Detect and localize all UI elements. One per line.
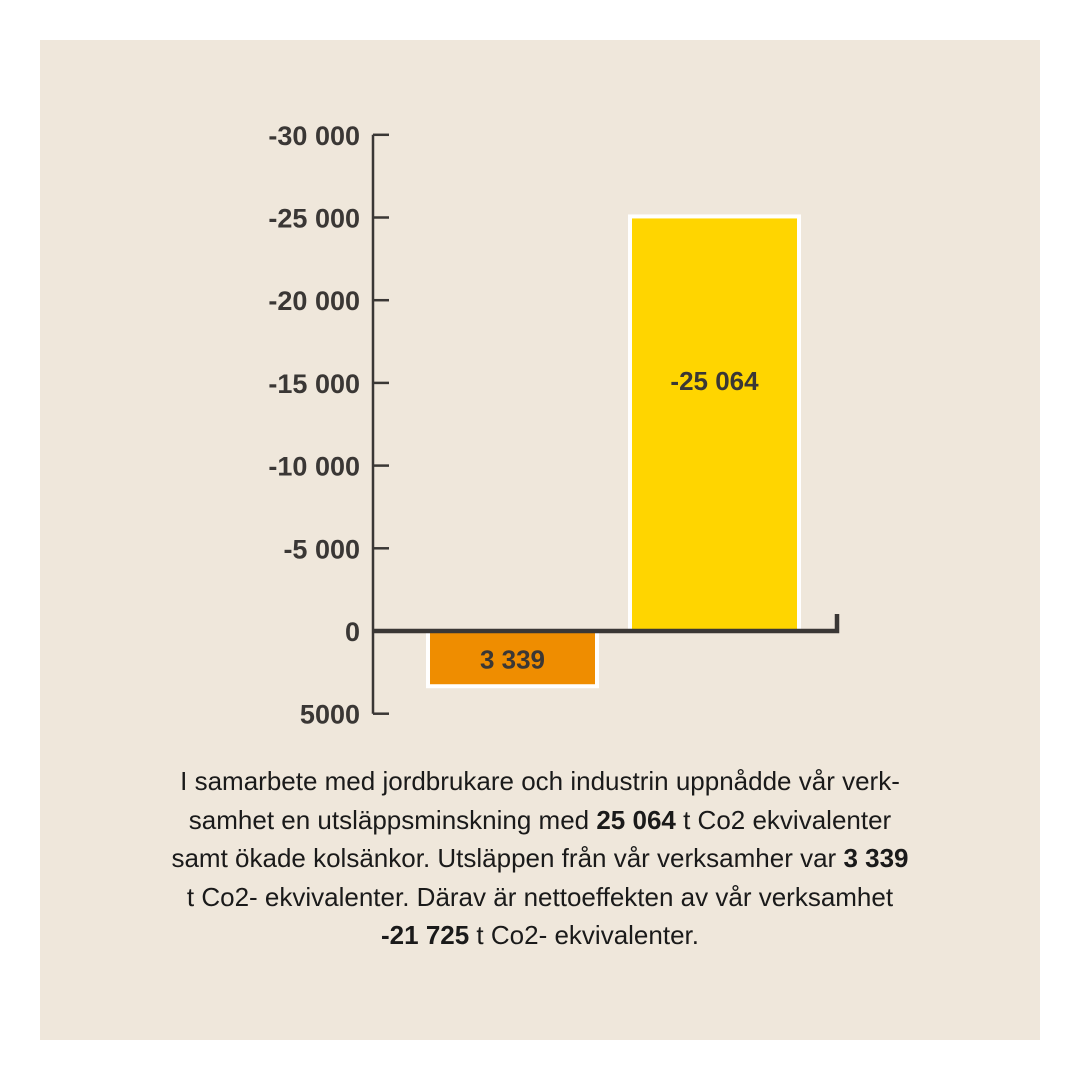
y-tick-label: -30 000 <box>268 121 360 151</box>
bar <box>628 214 801 633</box>
y-tick-label: -20 000 <box>268 286 360 316</box>
caption-segment: I samarbete med jordbrukare och industri… <box>180 766 900 796</box>
y-tick-label: -10 000 <box>268 452 360 482</box>
y-tick-label: -25 000 <box>268 204 360 234</box>
bar-data-label: -25 064 <box>670 366 759 396</box>
chart-panel <box>40 40 1040 1040</box>
y-tick-label: -5 000 <box>283 534 360 564</box>
y-tick-label: 5000 <box>300 700 360 730</box>
bar-data-label: 3 339 <box>480 645 545 675</box>
caption-segment: t Co2- ekvivalenter. Därav är nettoeffek… <box>186 881 894 912</box>
x-axis-baseline <box>373 614 840 634</box>
caption-highlight-value: -21 725 <box>381 920 470 950</box>
caption-highlight-value: 25 064 <box>596 804 676 835</box>
y-tick-label: 0 <box>345 617 360 647</box>
caption-segment: t Co2 ekvivalenter <box>675 804 892 835</box>
y-tick-label: -15 000 <box>268 369 360 399</box>
caption-segment: samhet en utsläppsminskning med <box>188 804 597 835</box>
caption-segment: samt ökade kolsänkor. Utsläppen från vår… <box>171 843 844 873</box>
caption-text: I samarbete med jordbrukare och industri… <box>40 762 1040 955</box>
caption-highlight-value: 3 339 <box>843 843 909 873</box>
caption-segment: t Co2- ekvivalenter. <box>469 920 699 950</box>
